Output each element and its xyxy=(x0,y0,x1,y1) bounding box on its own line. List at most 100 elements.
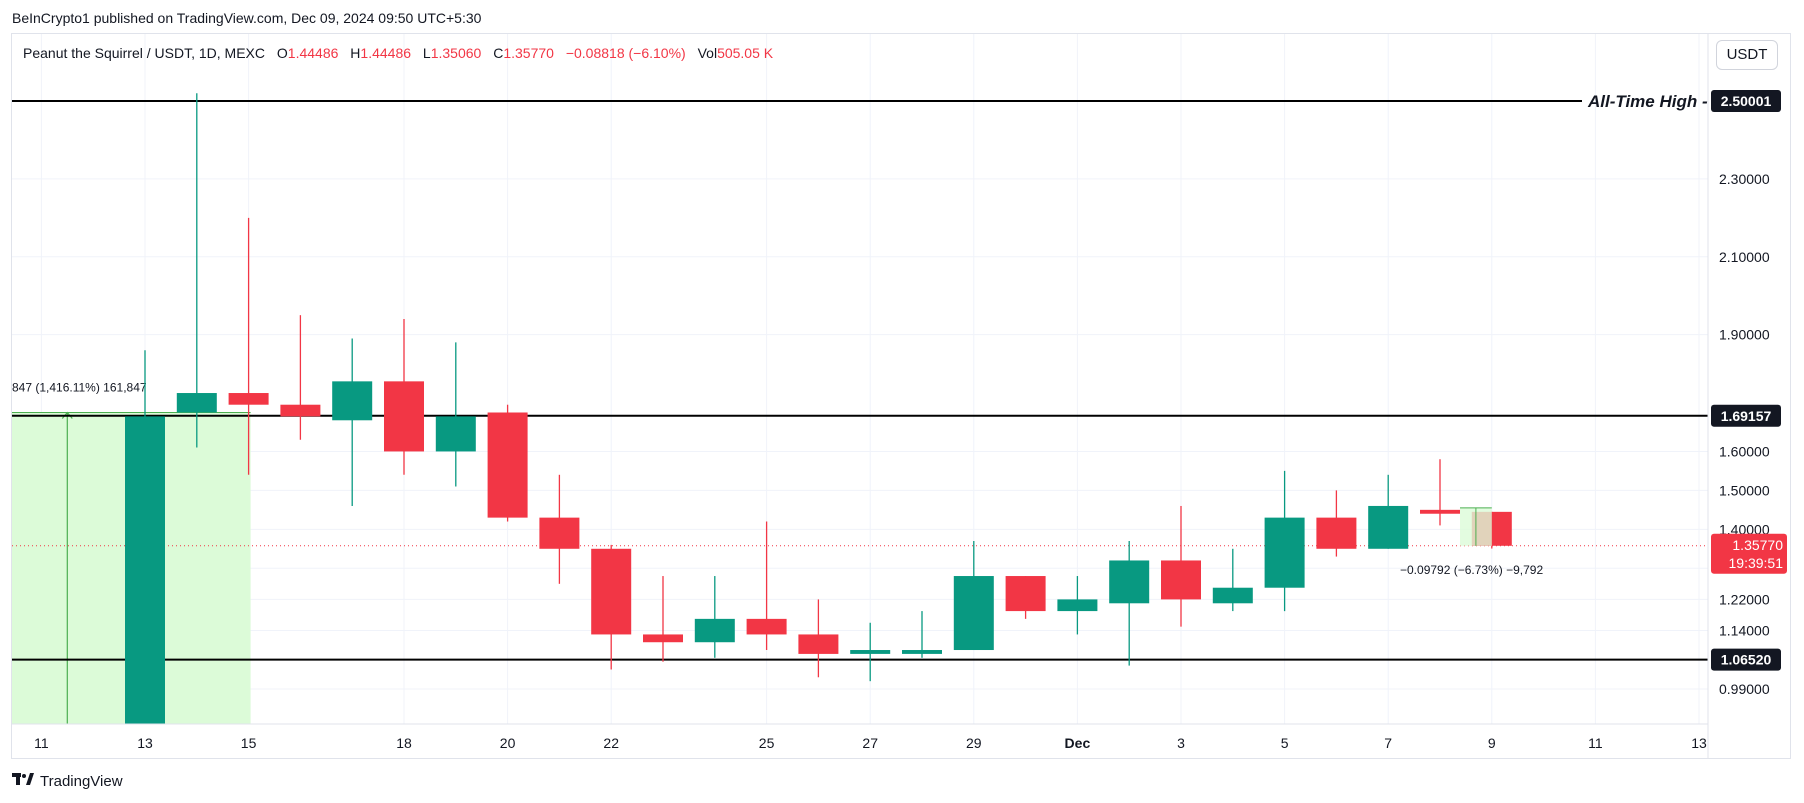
candle-4 xyxy=(1212,548,1253,612)
candle-27 xyxy=(850,622,891,682)
candle-15 xyxy=(228,217,269,475)
candle-body xyxy=(384,381,424,452)
candle-body xyxy=(746,618,787,635)
candle-body xyxy=(487,412,528,518)
x-tick-label: Dec xyxy=(1065,735,1091,751)
candle-Dec xyxy=(1057,576,1098,635)
candle-body xyxy=(1109,560,1150,604)
candle-body xyxy=(176,393,217,413)
candle-19 xyxy=(435,342,476,487)
candle-17 xyxy=(332,338,373,506)
measure2-label: −0.09792 (−6.73%) −9,792 xyxy=(1400,563,1543,577)
candle-body xyxy=(1420,509,1460,514)
candle-body xyxy=(1005,576,1046,612)
candle-body xyxy=(953,576,994,651)
low-value: 1.35060 xyxy=(430,45,482,61)
candle-body xyxy=(1057,599,1098,612)
candle-body xyxy=(280,404,321,417)
symbol-title: Peanut the Squirrel / USDT, 1D, MEXC xyxy=(23,45,265,61)
y-tick-label: 1.60000 xyxy=(1719,443,1770,459)
low-label: L xyxy=(422,45,431,61)
level-price-tag: 2.50001 xyxy=(1711,89,1781,112)
candle-body xyxy=(1212,587,1253,604)
last-price-tag: 1.35770 19:39:51 xyxy=(1711,533,1787,574)
candle-30 xyxy=(1005,576,1046,619)
candle-21 xyxy=(539,474,580,584)
candle-body xyxy=(591,548,632,635)
candle-22 xyxy=(591,544,632,670)
volume-value: 505.05 K xyxy=(717,45,774,61)
candle-13 xyxy=(125,350,165,724)
candle-24 xyxy=(694,576,735,658)
footer-brand-label: TradingView xyxy=(40,772,123,790)
close-value: 1.35770 xyxy=(503,45,554,61)
candle-7 xyxy=(1368,474,1409,549)
candle-body xyxy=(1368,505,1409,549)
last-price-tag-bg xyxy=(1711,533,1787,574)
x-tick-label: 25 xyxy=(759,735,775,751)
level-price-tag-text: 2.50001 xyxy=(1721,93,1772,109)
y-tick-label: 1.14000 xyxy=(1719,623,1770,639)
candle-25 xyxy=(746,521,787,651)
x-tick-label: 9 xyxy=(1488,735,1496,751)
candle-body xyxy=(125,416,165,724)
chart-frame xyxy=(11,33,1791,759)
candle-body xyxy=(850,650,891,654)
candle-5 xyxy=(1264,470,1305,612)
x-tick-label: 5 xyxy=(1281,735,1289,751)
candle-body xyxy=(228,393,269,405)
level-price-tag-text: 1.69157 xyxy=(1721,408,1772,424)
candle-29 xyxy=(953,540,994,651)
candle-body xyxy=(539,517,580,549)
y-tick-label: 1.40000 xyxy=(1719,521,1770,537)
footer-brand[interactable]: TradingView xyxy=(12,772,123,790)
high-value: 1.44486 xyxy=(360,45,412,61)
x-tick-label: 13 xyxy=(137,735,153,751)
change-value: −0.08818 (−6.10%) xyxy=(565,45,686,61)
level-price-tag-bg xyxy=(1711,89,1781,112)
candle-23 xyxy=(643,576,683,662)
candle-3 xyxy=(1161,505,1201,627)
candle-8 xyxy=(1420,459,1460,526)
y-tick-label: 1.90000 xyxy=(1719,327,1770,343)
candle-18 xyxy=(384,319,424,475)
currency-button[interactable]: USDT xyxy=(1716,40,1778,70)
candle-body xyxy=(798,634,839,654)
open-value: 1.44486 xyxy=(287,45,339,61)
level-price-tag: 1.69157 xyxy=(1711,404,1781,427)
level-price-tag: 1.06520 xyxy=(1711,648,1781,671)
measure-label: 847 (1,416.11%) 161,847 xyxy=(12,381,147,395)
tradingview-logo-icon xyxy=(12,772,34,790)
candle-2 xyxy=(1109,540,1150,666)
candle-26 xyxy=(798,599,839,678)
x-tick-label: 18 xyxy=(396,735,412,751)
grid-lines xyxy=(12,34,1708,724)
candle-28 xyxy=(902,611,942,658)
last-price-countdown: 19:39:51 xyxy=(1729,555,1784,571)
level-price-tag-bg xyxy=(1711,648,1781,671)
ohlc-legend: Peanut the Squirrel / USDT, 1D, MEXC O1.… xyxy=(23,45,773,61)
candle-body xyxy=(694,618,735,643)
candle-20 xyxy=(487,404,528,522)
y-tick-label: 2.10000 xyxy=(1719,249,1770,265)
y-tick-label: 2.30000 xyxy=(1719,171,1770,187)
last-price-value: 1.35770 xyxy=(1732,537,1783,553)
x-tick-label: 7 xyxy=(1384,735,1392,751)
x-tick-label: 11 xyxy=(34,735,49,751)
level-price-tag-bg xyxy=(1711,404,1781,427)
level-annotation: All-Time High - xyxy=(1587,92,1708,111)
candle-6 xyxy=(1316,490,1357,557)
x-tick-label: 15 xyxy=(241,735,257,751)
x-tick-label: 29 xyxy=(966,735,982,751)
x-tick-label: 27 xyxy=(862,735,878,751)
candle-14 xyxy=(176,93,217,448)
candle-16 xyxy=(280,315,321,440)
x-tick-label: 20 xyxy=(500,735,516,751)
candle-body xyxy=(643,634,683,643)
candle-body xyxy=(902,650,942,654)
candle-body xyxy=(1316,517,1357,549)
y-tick-label: 0.99000 xyxy=(1719,681,1770,697)
x-tick-label: 3 xyxy=(1177,735,1185,751)
candle-body xyxy=(1161,560,1201,600)
